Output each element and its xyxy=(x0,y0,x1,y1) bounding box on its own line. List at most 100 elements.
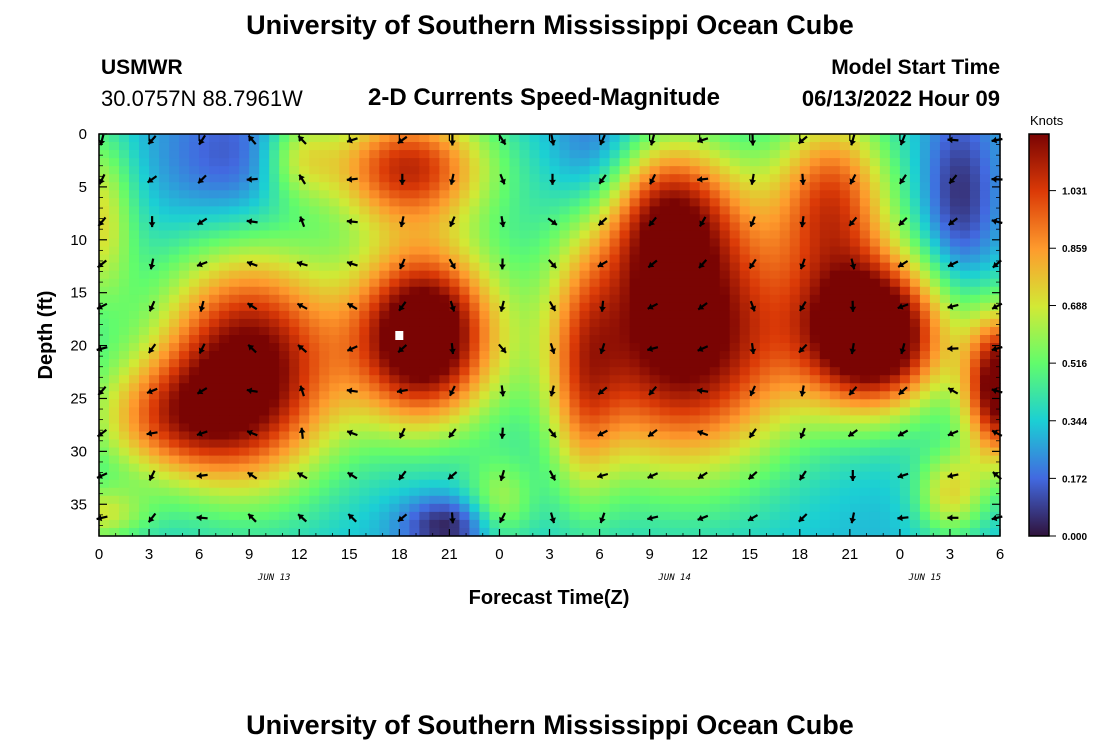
current-vector-arrow xyxy=(397,513,408,523)
heatmap-cell xyxy=(99,286,110,296)
heatmap-cell xyxy=(389,262,400,272)
heatmap-cell xyxy=(509,519,521,529)
heatmap-cell xyxy=(889,214,901,224)
heatmap-cell xyxy=(529,391,541,400)
heatmap-cell xyxy=(199,286,210,296)
heatmap-cell xyxy=(939,286,951,296)
heatmap-cell xyxy=(359,174,370,183)
heatmap-cell xyxy=(489,142,501,151)
heatmap-cell xyxy=(919,399,931,408)
heatmap-cell xyxy=(429,166,440,175)
heatmap-cell xyxy=(729,150,741,159)
heatmap-cell xyxy=(809,455,821,465)
heatmap-cell xyxy=(339,286,350,296)
heatmap-cell xyxy=(359,246,370,256)
heatmap-cell xyxy=(279,495,290,505)
heatmap-cell xyxy=(859,134,871,143)
heatmap-cell xyxy=(609,455,621,465)
heatmap-cell xyxy=(789,463,801,473)
y-tick-label: 35 xyxy=(70,496,87,513)
heatmap-cell xyxy=(779,439,791,449)
heatmap-cell xyxy=(709,190,721,199)
heatmap-cell xyxy=(279,351,290,360)
heatmap-cell xyxy=(919,238,931,248)
heatmap-cell xyxy=(239,238,250,248)
heatmap-cell xyxy=(369,310,380,320)
heatmap-cell xyxy=(819,166,831,175)
current-vector-arrow xyxy=(298,385,306,397)
heatmap-cell xyxy=(339,270,350,280)
current-vector-arrow xyxy=(146,175,158,184)
heatmap-cell xyxy=(459,246,471,256)
heatmap-cell xyxy=(559,359,571,368)
heatmap-cell xyxy=(369,495,380,505)
heatmap-cell xyxy=(509,278,521,288)
heatmap-cell xyxy=(659,519,671,529)
heatmap-cell xyxy=(209,254,220,264)
heatmap-cell xyxy=(749,134,761,143)
heatmap-cell xyxy=(159,415,170,425)
heatmap-cell xyxy=(799,238,811,248)
heatmap-cell xyxy=(389,455,400,465)
heatmap-cell xyxy=(619,463,631,473)
heatmap-cell xyxy=(109,326,120,336)
heatmap-cell xyxy=(519,214,531,224)
heatmap-cell xyxy=(619,415,631,425)
heatmap-cell xyxy=(559,527,571,537)
heatmap-cell xyxy=(769,431,781,441)
heatmap-cell xyxy=(709,294,721,304)
y-tick-label: 15 xyxy=(70,285,87,302)
current-vector-arrow xyxy=(898,386,908,396)
heatmap-cell xyxy=(649,142,661,151)
current-vector-arrow xyxy=(899,343,906,355)
heatmap-cell xyxy=(279,455,290,465)
heatmap-cell xyxy=(649,230,661,240)
heatmap-cell xyxy=(849,399,861,408)
heatmap-cell xyxy=(879,238,891,248)
heatmap-cell xyxy=(369,455,380,465)
heatmap-cell xyxy=(189,383,200,392)
heatmap-cell xyxy=(899,359,911,368)
heatmap-cell xyxy=(159,527,170,537)
heatmap-cell xyxy=(359,262,370,272)
heatmap-cell xyxy=(549,447,561,457)
heatmap-cell xyxy=(489,415,501,425)
heatmap-cell xyxy=(689,286,701,296)
heatmap-cell xyxy=(709,230,721,240)
heatmap-cell xyxy=(979,455,991,465)
heatmap-cell xyxy=(469,439,481,449)
heatmap-cell xyxy=(599,134,611,143)
heatmap-cell xyxy=(699,206,711,215)
heatmap-cell xyxy=(799,383,811,392)
heatmap-cell xyxy=(739,134,751,143)
heatmap-cell xyxy=(509,286,521,296)
heatmap-cell xyxy=(309,407,320,416)
heatmap-cell xyxy=(319,407,330,416)
heatmap-cell xyxy=(609,230,621,240)
heatmap-cell xyxy=(329,142,340,151)
current-vector-arrow xyxy=(246,218,258,225)
heatmap-cell xyxy=(599,343,611,352)
heatmap-cell xyxy=(369,254,380,264)
heatmap-cell xyxy=(919,511,931,521)
heatmap-cell xyxy=(779,190,791,199)
heatmap-cell xyxy=(309,471,320,481)
heatmap-cell xyxy=(679,431,691,441)
heatmap-cell xyxy=(299,278,310,288)
heatmap-cell xyxy=(879,447,891,457)
heatmap-cell xyxy=(349,399,360,408)
heatmap-cell xyxy=(139,166,150,175)
heatmap-cell xyxy=(429,206,440,215)
heatmap-cell xyxy=(709,134,721,143)
heatmap-cell xyxy=(519,182,531,191)
current-vector-arrow xyxy=(399,258,406,270)
heatmap-cell xyxy=(949,182,961,191)
heatmap-cell xyxy=(579,310,591,320)
heatmap-cell xyxy=(339,278,350,288)
heatmap-cell xyxy=(779,246,791,256)
heatmap-cell xyxy=(409,318,420,328)
heatmap-cell xyxy=(109,383,120,392)
heatmap-cell xyxy=(509,447,521,457)
heatmap-cell xyxy=(509,310,521,320)
heatmap-cell xyxy=(309,278,320,288)
